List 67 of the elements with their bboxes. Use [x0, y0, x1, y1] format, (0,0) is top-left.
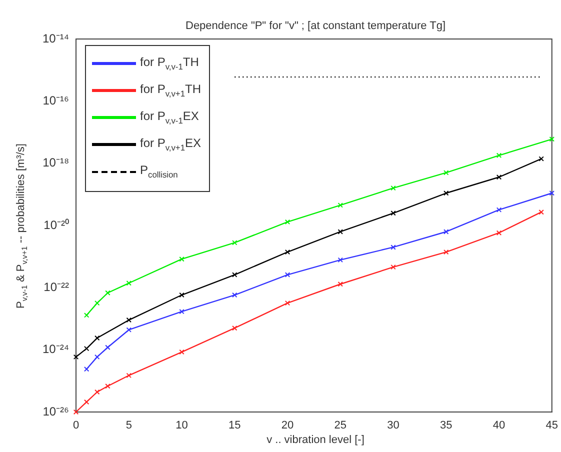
point	[284, 219, 290, 225]
x-tick-label: 20	[281, 420, 294, 432]
point	[179, 349, 184, 355]
point	[94, 354, 100, 360]
point	[496, 230, 502, 236]
point	[179, 256, 184, 262]
legend-label: P$_{collision}$	[140, 163, 178, 180]
point	[496, 152, 502, 158]
y-tick-label: 10⁻²²	[44, 280, 69, 294]
y-tick-label: 10⁻¹⁸	[42, 156, 69, 170]
point	[496, 174, 502, 180]
point	[284, 272, 290, 278]
point	[232, 292, 238, 298]
point	[232, 240, 238, 246]
x-tick-label: 45	[546, 420, 558, 432]
point	[126, 317, 132, 323]
x-tick-label: 0	[72, 420, 80, 432]
point	[105, 344, 110, 350]
point	[284, 300, 290, 306]
point	[232, 272, 238, 278]
point	[284, 249, 290, 255]
x-tick-label: 10	[176, 420, 188, 432]
point	[549, 136, 555, 142]
point	[338, 282, 343, 287]
y-tick-label: 10⁻²⁶	[42, 404, 70, 418]
legend-label: for P$_{v,v+1}$EX	[140, 136, 201, 153]
point	[94, 300, 100, 306]
x-tick-label: 5	[126, 420, 132, 432]
point	[179, 292, 184, 298]
point	[105, 384, 110, 389]
y-tick-label: 10⁻¹⁴	[42, 31, 69, 46]
point	[126, 327, 132, 332]
point	[126, 280, 132, 286]
point	[94, 389, 100, 395]
x-axis-title: v .. vibration level [-]	[266, 434, 366, 446]
point	[496, 207, 502, 212]
point	[338, 202, 343, 208]
point	[126, 372, 132, 378]
point	[444, 170, 449, 176]
legend-label: for P$_{v,v-1}$EX	[140, 109, 199, 126]
point	[444, 229, 449, 234]
point	[444, 190, 449, 196]
x-tick-label: 30	[387, 420, 400, 432]
y-tick-label: 10⁻²⁰	[44, 218, 69, 232]
point	[549, 190, 555, 196]
y-tick-label: 10⁻¹⁶	[42, 93, 70, 108]
point	[84, 399, 90, 405]
y-tick-label: 10⁻²⁴	[42, 342, 69, 356]
point	[105, 290, 110, 296]
point	[390, 244, 396, 250]
point	[179, 308, 184, 314]
point	[84, 346, 90, 352]
legend-label: for P$_{v,v+1}$TH	[140, 82, 201, 99]
x-tick-label: 35	[440, 420, 452, 432]
point	[94, 335, 100, 341]
point	[390, 264, 396, 270]
chart-title: Dependence "P" for "v" ; [at constant temperature Tg]	[184, 20, 446, 32]
point	[232, 325, 238, 331]
point	[390, 185, 396, 191]
x-tick-label: 40	[492, 420, 506, 432]
point	[338, 229, 343, 234]
x-tick-label: 25	[334, 420, 347, 432]
point	[390, 210, 396, 216]
point	[338, 257, 343, 263]
x-tick-label: 15	[228, 420, 241, 432]
point	[444, 249, 449, 255]
legend-label: for P$_{v,v-1}$TH	[140, 55, 199, 72]
